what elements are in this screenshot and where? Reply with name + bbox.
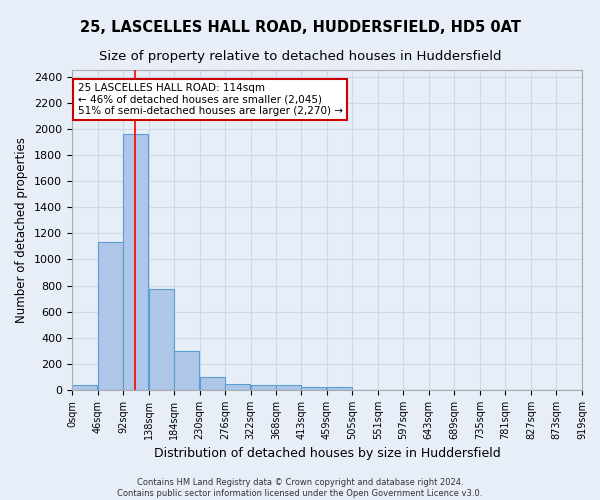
Bar <box>149 289 174 390</box>
Bar <box>200 377 225 390</box>
Y-axis label: Number of detached properties: Number of detached properties <box>16 137 28 323</box>
Bar <box>251 385 276 390</box>
X-axis label: Distribution of detached houses by size in Huddersfield: Distribution of detached houses by size … <box>154 448 500 460</box>
Text: 25 LASCELLES HALL ROAD: 114sqm
← 46% of detached houses are smaller (2,045)
51% : 25 LASCELLES HALL ROAD: 114sqm ← 46% of … <box>77 83 343 116</box>
Bar <box>175 351 199 390</box>
Bar <box>98 242 123 390</box>
Text: Contains HM Land Registry data © Crown copyright and database right 2024.
Contai: Contains HM Land Registry data © Crown c… <box>118 478 482 498</box>
Bar <box>277 386 301 390</box>
Bar <box>226 384 250 390</box>
Bar <box>124 134 148 390</box>
Text: Size of property relative to detached houses in Huddersfield: Size of property relative to detached ho… <box>99 50 501 63</box>
Bar <box>72 386 97 390</box>
Bar <box>327 388 352 390</box>
Text: 25, LASCELLES HALL ROAD, HUDDERSFIELD, HD5 0AT: 25, LASCELLES HALL ROAD, HUDDERSFIELD, H… <box>79 20 521 35</box>
Bar <box>301 388 326 390</box>
